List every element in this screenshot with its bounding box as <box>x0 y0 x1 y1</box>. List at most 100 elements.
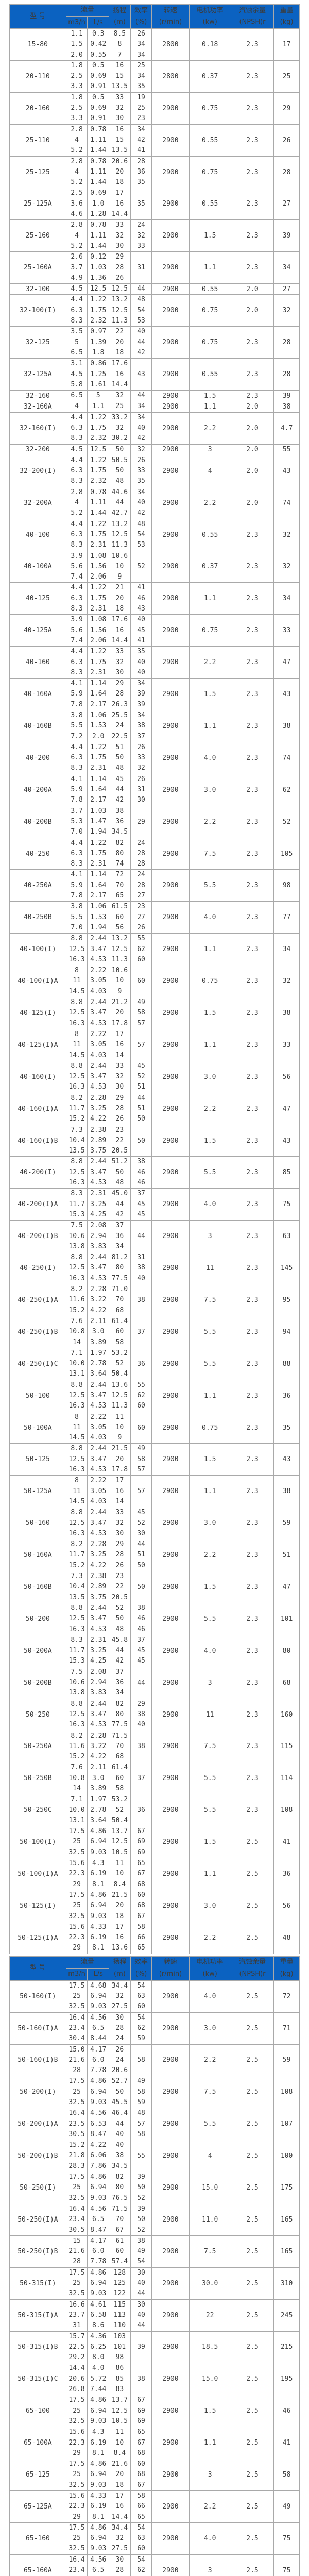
table-body-1: 15-80 1.1 1.5 2.0 0.3 0.42 0.55 8.5 8 7 26 34 34 2800… <box>9 28 300 1954</box>
flow-m3h-cell: 8.8 12.5 16.3 <box>65 1156 88 1189</box>
model-cell: 40-160(I) <box>9 1060 66 1093</box>
model-cell: 15-80 <box>9 28 66 61</box>
pump-row: 32-200 4.5 12.5 50 32 2900 3 2.0 55 <box>9 444 300 455</box>
head-cell: 32 <box>109 390 131 402</box>
head-cell: 17 16 13.6 <box>109 1921 131 1954</box>
weight-cell: 43 <box>273 1443 300 1476</box>
efficiency-cell: 23 27 26 <box>130 901 152 934</box>
flow-m3h-cell: 17.5 25 32.5 <box>65 2172 88 2204</box>
speed-cell: 2900 <box>151 124 190 157</box>
head-cell: 81.2 80 77.5 <box>109 1252 131 1285</box>
model-cell: 65-125A <box>9 2490 66 2523</box>
model-cell: 40-100(I)A <box>9 965 66 998</box>
efficiency-cell: 29 <box>130 805 152 838</box>
efficiency-cell: 39 50 52 <box>130 2172 152 2204</box>
head-cell: 82 80 77.5 <box>109 1698 131 1731</box>
head-cell: 37 36 34 <box>109 1220 131 1253</box>
weight-cell: 34 <box>273 933 300 966</box>
motor-power-cell: 0.75 <box>188 156 231 189</box>
efficiency-cell: 31 38 40 <box>130 1252 152 1285</box>
efficiency-cell: 60 68 67 <box>130 1889 152 1922</box>
weight-cell: 4.7 <box>273 412 300 445</box>
motor-power-cell: 1.5 <box>188 2395 231 2428</box>
speed-cell: 2900 <box>151 326 190 359</box>
npsh-cell: 2.3 <box>230 1188 274 1221</box>
npsh-cell: 2.5 <box>230 2267 274 2300</box>
speed-cell: 2900 <box>151 219 190 252</box>
model-cell: 40-125(I) <box>9 997 66 1029</box>
efficiency-cell: 34 39 39 <box>130 678 152 710</box>
flow-m3h-cell: 15.6 22.3 29 <box>65 2490 88 2523</box>
flow-m3h-cell: 1.8 2.5 3.3 <box>65 60 88 93</box>
npsh-cell: 2.5 <box>230 2459 274 2491</box>
speed-cell: 2900 <box>151 156 190 189</box>
model-cell: 32-160A <box>9 401 66 413</box>
speed-cell: 2900 <box>151 1156 190 1189</box>
motor-power-cell: 5.5 <box>188 1156 231 1189</box>
npsh-cell: 2.3 <box>230 965 274 998</box>
head-cell: 33 32 30 <box>109 92 131 125</box>
npsh-cell: 2.3 <box>230 358 274 391</box>
speed-cell: 2800 <box>151 60 190 93</box>
efficiency-cell: 26 31 30 <box>130 773 152 806</box>
flow-ls-cell: 2.11 3.0 3.89 <box>87 1762 110 1795</box>
speed-cell: 2900 <box>151 2459 190 2491</box>
flow-ls-cell: 4.36 6.25 8.0 <box>87 2331 110 2364</box>
speed-cell: 2900 <box>151 869 190 902</box>
speed-cell: 2900 <box>151 2235 190 2268</box>
speed-cell: 2900 <box>151 1698 190 1731</box>
motor-power-cell: 0.18 <box>188 28 231 61</box>
weight-cell: 55 <box>273 444 300 455</box>
flow-ls-cell: 0.78 1.11 1.44 <box>87 156 110 189</box>
head-cell: 86 85 83 <box>109 2363 131 2396</box>
weight-cell: 28 <box>273 326 300 359</box>
speed-cell: 2900 <box>151 1060 190 1093</box>
motor-power-cell: 0.75 <box>188 965 231 998</box>
speed-cell: 2900 <box>151 1634 190 1667</box>
flow-m3h-cell: 4.4 6.3 8.3 <box>65 837 88 870</box>
head-cell: 33 32 30 <box>109 219 131 252</box>
flow-ls-cell: 5 <box>87 390 110 402</box>
model-cell: 32-200A <box>9 486 66 519</box>
flow-m3h-cell: 7.6 10.8 14 <box>65 1315 88 1348</box>
efficiency-cell: 45 52 51 <box>130 1060 152 1093</box>
flow-ls-cell: 4.86 6.94 9.03 <box>87 1826 110 1859</box>
speed-cell: 2900 <box>151 2140 190 2173</box>
speed-cell: 2900 <box>151 518 190 551</box>
motor-power-cell: 15.0 <box>188 2363 231 2396</box>
weight-cell: 25 <box>273 60 300 93</box>
pump-row: 40-200B 3.7 5.3 7.0 1.03 1.47 1.94 38 36 34.5 29 29… <box>9 805 300 838</box>
model-cell: 32-160 <box>9 390 66 402</box>
speed-cell: 2900 <box>151 1889 190 1922</box>
npsh-cell: 2.3 <box>230 1762 274 1795</box>
weight-cell: 56 <box>273 1889 300 1922</box>
flow-m3h-cell: 4.1 5.9 7.8 <box>65 678 88 710</box>
flow-ls-cell: 1.14 1.64 2.17 <box>87 678 110 710</box>
efficiency-cell: 38 46 46 <box>130 1156 152 1189</box>
motor-power-cell: 2.2 <box>188 412 231 445</box>
pump-row: 40-100 4.4 6.3 8.3 1.22 1.75 2.31 13.2 12.5 11.3 4… <box>9 518 300 551</box>
model-cell: 40-250(I) <box>9 1252 66 1285</box>
flow-m3h-cell: 4.4 6.3 8.3 <box>65 741 88 774</box>
speed-cell: 2900 <box>151 773 190 806</box>
speed-cell: 2900 <box>151 550 190 583</box>
motor-power-cell: 11 <box>188 1698 231 1731</box>
efficiency-cell: 37 45 45 <box>130 1188 152 1221</box>
flow-m3h-cell: 7.3 10.4 13.5 <box>65 1571 88 1603</box>
speed-cell: 2900 <box>151 901 190 934</box>
speed-cell: 2900 <box>151 283 190 295</box>
pump-row: 50-160(I)B 15.0 21.6 28 4.17 6.0 7.78 26 24 20.6 5… <box>9 2044 300 2077</box>
flow-m3h-cell: 7.3 10.4 13.5 <box>65 1124 88 1157</box>
weight-cell: 56 <box>273 1060 300 1093</box>
efficiency-cell: 65 67 68 <box>130 2427 152 2460</box>
model-cell: 50-160B <box>9 1571 66 1603</box>
weight-cell: 29 <box>273 92 300 125</box>
motor-power-cell: 7.5 <box>188 1730 231 1763</box>
efficiency-cell: 58 <box>130 2044 152 2077</box>
efficiency-cell: 37 <box>130 1315 152 1348</box>
npsh-cell: 2.5 <box>230 1980 274 2013</box>
efficiency-cell: 55 62 60 <box>130 933 152 966</box>
speed-cell: 2900 <box>151 933 190 966</box>
